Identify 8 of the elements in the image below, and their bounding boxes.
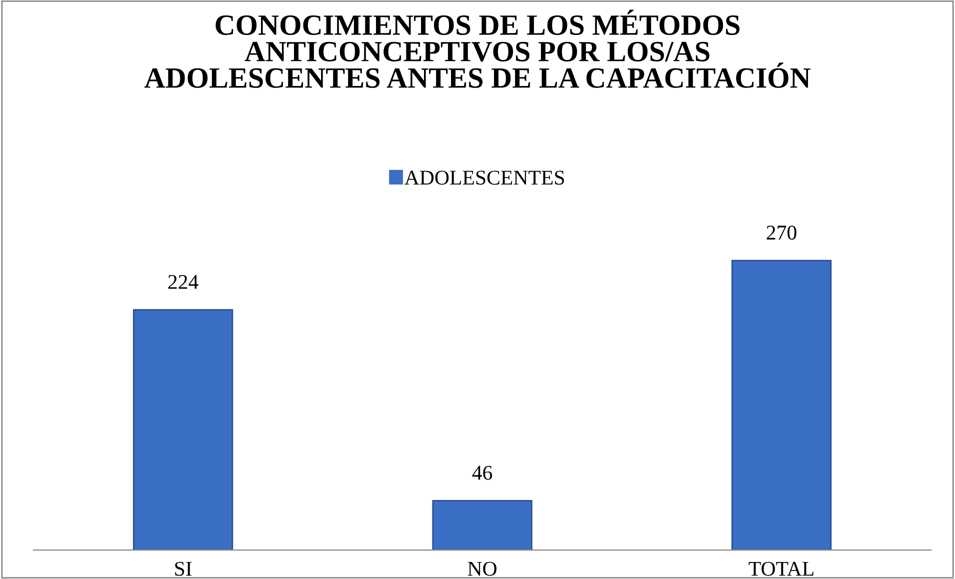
data-label: 46 [472, 466, 492, 480]
data-label: 270 [766, 226, 796, 240]
chart-title: CONOCIMIENTOS DE LOS MÉTODOS ANTICONCEPTIVOS POR LOS/AS ADOLESCENTES ANTES DE LA CAPACITACIÓN [144, 10, 810, 88]
legend-label: ADOLESCENTES [404, 170, 564, 185]
x-tick-label: TOTAL [748, 562, 814, 576]
x-tick-label: SI [175, 562, 192, 576]
x-tick-label: NO [468, 562, 496, 576]
data-label: 224 [168, 274, 198, 289]
